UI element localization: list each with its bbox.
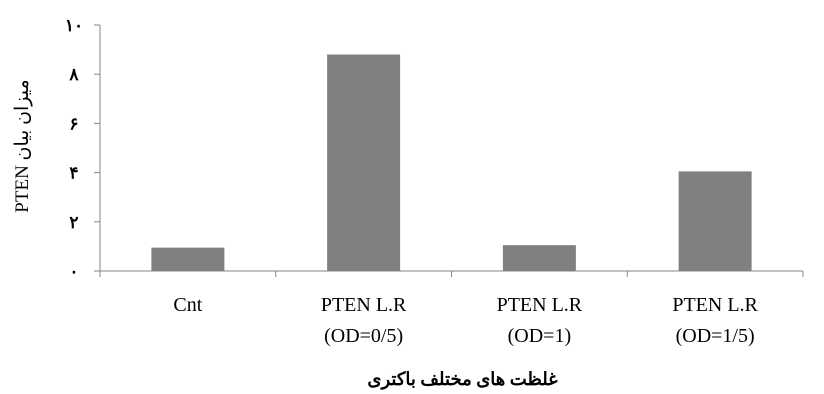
x-category-label: PTEN L.R: [672, 294, 758, 316]
y-tick-label: ۱۰: [65, 16, 83, 35]
bar: [327, 54, 401, 271]
bar: [502, 245, 576, 271]
y-tick-label: ۸: [68, 65, 79, 84]
x-category-label: (OD=1/5): [676, 325, 755, 347]
y-tick-label: ۴: [69, 164, 78, 183]
bar: [678, 171, 752, 271]
x-category-label: PTEN L.R: [497, 294, 583, 316]
x-category-labels: Cnt PTEN L.R (OD=0/5) PTEN L.R (OD=1) PTEN L.…: [173, 294, 758, 347]
y-tick-label: ۰: [69, 262, 78, 281]
x-ticks: [99, 271, 804, 277]
x-category-label: (OD=1): [508, 325, 572, 347]
bars: [151, 54, 752, 271]
x-category-label: PTEN L.R: [321, 294, 407, 316]
bar: [151, 247, 225, 271]
y-axis-title: میزان بیان PTEN: [12, 79, 33, 212]
x-category-label: (OD=0/5): [324, 325, 403, 347]
x-axis-title: غلظت های مختلف باکتری: [367, 369, 558, 390]
y-tick-label: ۲: [69, 213, 78, 232]
y-ticks: ۰ ۲ ۴ ۶ ۸ ۱۰: [65, 16, 100, 281]
x-category-label: Cnt: [173, 294, 202, 316]
y-tick-label: ۶: [69, 114, 78, 133]
